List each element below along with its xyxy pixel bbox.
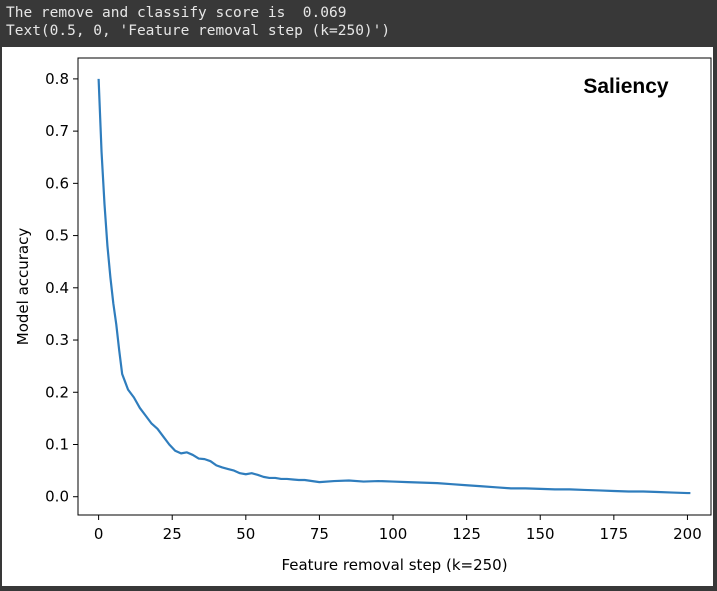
y-tick-label: 0.4 <box>45 279 69 297</box>
y-tick-label: 0.3 <box>45 331 69 349</box>
x-tick-label: 75 <box>310 525 329 543</box>
plot-frame <box>77 57 712 516</box>
y-tick-label: 0.6 <box>45 174 69 192</box>
x-tick-label: 25 <box>163 525 182 543</box>
y-tick-label: 0.5 <box>45 227 69 245</box>
x-tick-label: 200 <box>673 525 702 543</box>
chart-figure: 0.0 0.1 0.2 0.3 0.4 0.5 0.6 0.7 0.8 0 25 50 75 100 12… <box>2 47 713 586</box>
x-tick-label: 100 <box>379 525 408 543</box>
line-chart: 0.0 0.1 0.2 0.3 0.4 0.5 0.6 0.7 0.8 0 25 50 75 100 12… <box>14 57 712 574</box>
x-tick-label: 175 <box>600 525 629 543</box>
console-output: The remove and classify score is 0.069 T… <box>0 0 717 46</box>
chart-annotation: Saliency <box>583 75 669 98</box>
y-tick-label: 0.2 <box>45 383 69 401</box>
x-axis-label: Feature removal step (k=250) <box>281 556 507 574</box>
text-output-line: Text(0.5, 0, 'Feature removal step (k=25… <box>6 23 391 39</box>
x-axis: 0 25 50 75 100 125 150 175 200 <box>94 515 702 543</box>
y-axis-label: Model accuracy <box>14 228 32 346</box>
x-tick-label: 125 <box>452 525 481 543</box>
y-tick-label: 0.1 <box>45 435 69 453</box>
x-tick-label: 50 <box>236 525 255 543</box>
x-tick-label: 0 <box>94 525 104 543</box>
y-tick-label: 0.0 <box>45 488 69 506</box>
y-tick-label: 0.7 <box>45 122 69 140</box>
score-output-line: The remove and classify score is 0.069 <box>6 5 347 21</box>
x-tick-label: 150 <box>526 525 555 543</box>
y-tick-label: 0.8 <box>45 70 69 88</box>
y-axis: 0.0 0.1 0.2 0.3 0.4 0.5 0.6 0.7 0.8 <box>45 70 78 506</box>
accuracy-line <box>97 78 691 495</box>
